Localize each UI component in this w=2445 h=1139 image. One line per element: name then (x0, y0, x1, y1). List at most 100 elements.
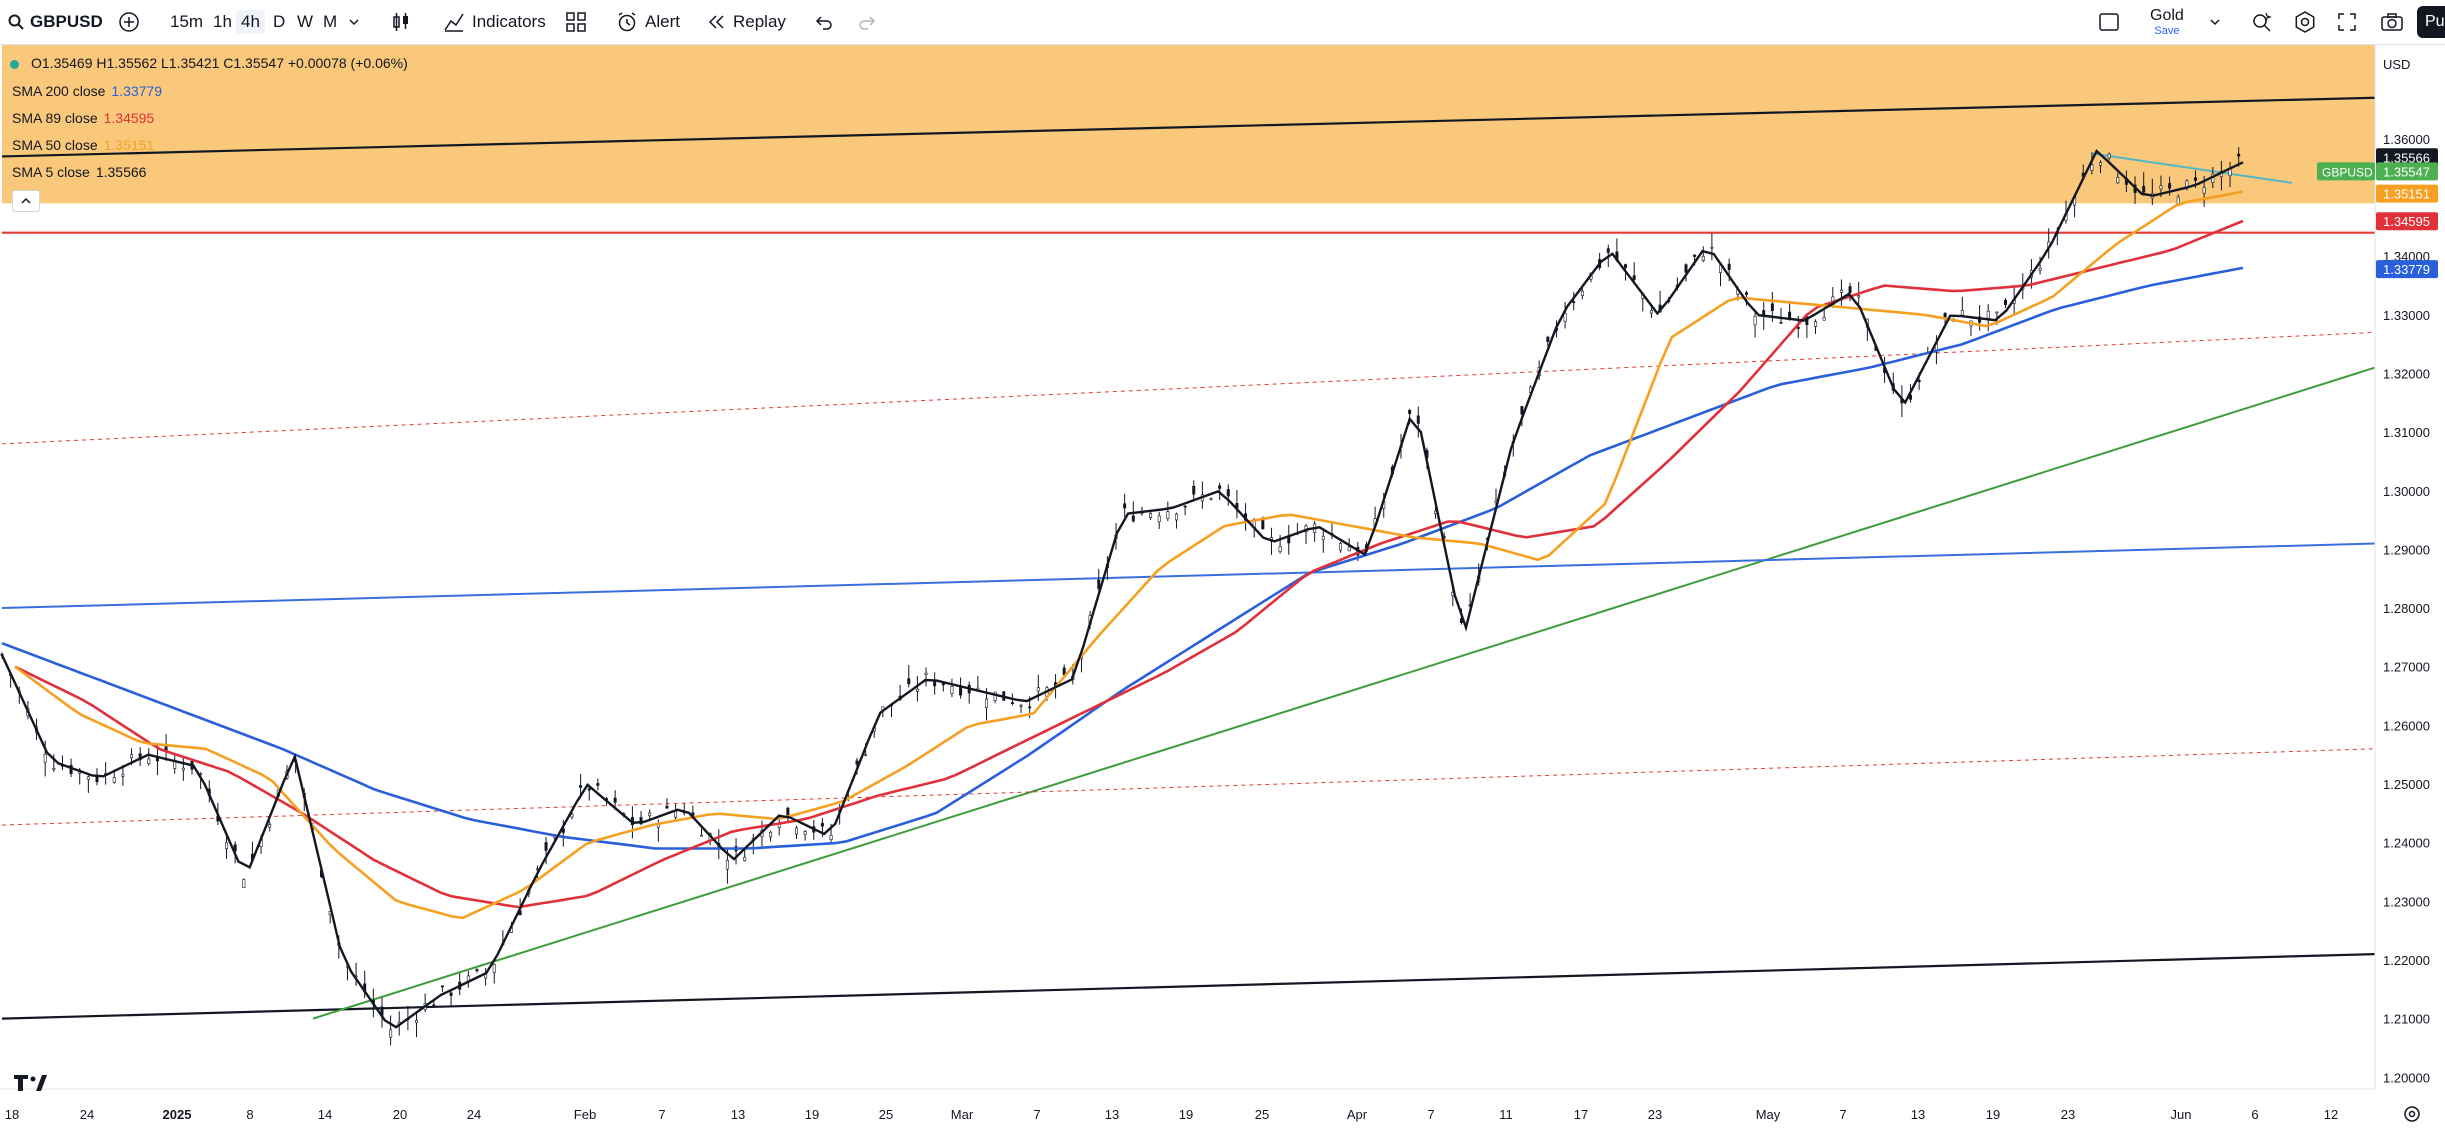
templates-button[interactable] (565, 0, 587, 44)
x-tick-label: Feb (574, 1107, 596, 1122)
legend-sma200[interactable]: SMA 200 close 1.33779 (12, 83, 162, 99)
candle-body (242, 879, 246, 889)
candle-body (579, 785, 583, 788)
candle-body (1339, 543, 1343, 551)
candle-body (181, 767, 185, 771)
candle-body (1149, 512, 1153, 518)
layout-menu[interactable]: Gold Save (2150, 0, 2184, 44)
gear-outline (2404, 1106, 2420, 1122)
candle-body (2116, 177, 2120, 184)
candle-body (794, 827, 798, 835)
candle-body (52, 768, 56, 770)
y-tick-label: 1.27000 (2383, 660, 2430, 675)
add-symbol-icon (118, 11, 140, 33)
price-chart[interactable]: USD1.360001.350001.340001.330001.320001.… (0, 45, 2445, 1139)
timeframe-w[interactable]: W (297, 12, 314, 31)
x-tick-label: 6 (2251, 1107, 2258, 1122)
candle-body (613, 797, 617, 803)
x-tick-label: 2025 (163, 1107, 192, 1122)
candle-body (1520, 406, 1524, 415)
trendline (1, 953, 2376, 1020)
x-tick-label: 23 (1648, 1107, 1662, 1122)
price-candles (0, 147, 2241, 1046)
candle-body (2038, 268, 2042, 271)
candle-body (43, 753, 47, 763)
y-tick-label: 1.36000 (2383, 132, 2430, 147)
candle-body (1995, 311, 1999, 314)
candle-body (1572, 301, 1576, 303)
legend-sma89[interactable]: SMA 89 close 1.34595 (12, 110, 154, 126)
y-tick-label: 1.32000 (2383, 366, 2430, 381)
candle-body (1174, 513, 1178, 521)
price-tag-label: 1.34595 (2383, 214, 2430, 229)
trendline (312, 366, 2376, 1020)
candle-body (2004, 299, 2008, 305)
candle-body (2202, 187, 2206, 194)
quick-search-button[interactable] (2251, 0, 2273, 44)
candle-body (1632, 275, 1636, 280)
candle-body (1166, 511, 1170, 519)
candle-body (1624, 264, 1628, 268)
undo-button[interactable] (814, 0, 834, 44)
candle-body (639, 817, 643, 825)
settings-button[interactable] (2294, 0, 2316, 44)
indicators-button[interactable]: Indicators (443, 0, 546, 44)
symbol-tag-bg (2317, 162, 2375, 181)
symbol-label: GBPUSD (30, 12, 103, 31)
legend-sma50[interactable]: SMA 50 close 1.35151 (12, 137, 154, 153)
publish-button[interactable]: Pu (2417, 6, 2445, 38)
fullscreen-button[interactable] (2337, 0, 2357, 44)
x-tick-label: 13 (1911, 1107, 1925, 1122)
replay-button[interactable]: Replay (707, 0, 786, 44)
timeframe-dropdown[interactable] (348, 0, 360, 44)
candle-body (700, 834, 704, 837)
chart-zones (2, 45, 2375, 204)
timeframe-d[interactable]: D (273, 12, 286, 31)
candle-body (864, 754, 868, 756)
chart-type-button[interactable] (390, 0, 412, 44)
square-icon (2098, 11, 2120, 33)
snapshot-button[interactable] (2380, 0, 2404, 44)
layout-dropdown[interactable] (2209, 0, 2221, 44)
candle-body (596, 783, 600, 786)
candle-body (1606, 248, 1610, 253)
sma89-label: SMA 89 close (12, 110, 98, 126)
legend-sma5[interactable]: SMA 5 close 1.35566 (12, 164, 146, 180)
candle-body (432, 1004, 436, 1007)
candle-body (829, 834, 833, 840)
candle-body (820, 822, 824, 827)
candle-body (725, 860, 729, 870)
redo-button[interactable] (857, 0, 877, 44)
candle-body (1123, 503, 1127, 509)
candle-body (130, 754, 134, 759)
candle-body (1546, 336, 1550, 342)
candle-body (475, 969, 479, 971)
alert-button[interactable]: Alert (616, 0, 680, 44)
symbol-search[interactable]: GBPUSD (8, 0, 103, 44)
timeframe-1h[interactable]: 1h (213, 12, 232, 31)
candle-body (1909, 394, 1913, 400)
ohlc-legend: O1.35469 H1.35562 L1.35421 C1.35547 +0.0… (10, 55, 408, 71)
search-sparkle-icon (2251, 11, 2273, 33)
compare-button[interactable] (118, 0, 140, 44)
grid-icon (565, 11, 587, 33)
layout-toggle-button[interactable] (2098, 0, 2120, 44)
x-tick-label: 13 (731, 1107, 745, 1122)
y-tick-label: 1.24000 (2383, 836, 2430, 851)
candle-body (1218, 485, 1222, 489)
candle-body (1010, 702, 1014, 704)
time-axis (0, 1089, 2445, 1139)
timeframe-4h[interactable]: 4h (236, 10, 265, 34)
x-tick-label: 19 (805, 1107, 819, 1122)
gear-icon (2294, 11, 2316, 33)
candle-body (1701, 256, 1705, 261)
timeframe-15m[interactable]: 15m (170, 12, 204, 31)
y-tick-label: 1.33000 (2383, 308, 2430, 323)
candle-body (2142, 185, 2146, 193)
collapse-legend-button[interactable] (12, 190, 40, 212)
candle-body (1183, 505, 1187, 508)
supply-zone (2, 45, 2375, 204)
x-tick-label: 24 (467, 1107, 481, 1122)
timeframe-m[interactable]: M (323, 12, 338, 31)
axis-settings-icon (2404, 1106, 2420, 1122)
